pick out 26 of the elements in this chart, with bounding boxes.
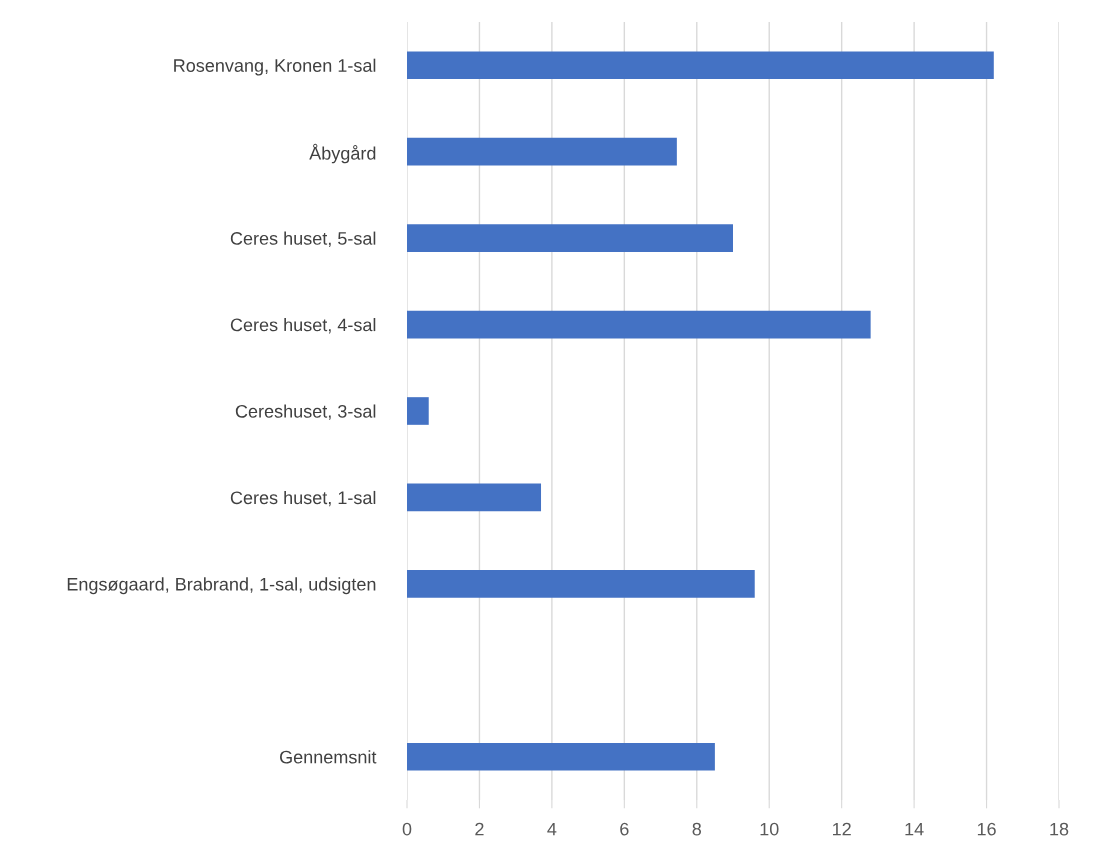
x-tick-label: 4	[547, 822, 557, 836]
bar	[407, 742, 715, 771]
x-tick-label: 10	[760, 822, 779, 836]
bar	[407, 51, 994, 80]
y-tick-label: Rosenvang, Kronen 1-sal	[174, 58, 376, 76]
y-tick-label: Åbygård	[309, 143, 376, 164]
x-tick-label: 2	[475, 822, 484, 836]
bar	[407, 397, 429, 425]
y-tick-label: Engsøgaard, Brabrand, 1-sal, udsigten	[67, 577, 376, 595]
x-tick-label: 6	[620, 822, 629, 836]
bar	[407, 224, 733, 252]
bar	[407, 137, 677, 166]
x-tick-label: 18	[1050, 822, 1069, 836]
y-tick-label: Ceres huset, 5-sal	[230, 231, 376, 247]
x-tick-label: 16	[977, 822, 996, 836]
x-tick-label: 14	[905, 822, 924, 836]
x-tick-label: 12	[833, 822, 851, 836]
y-tick-label: Gennemsnit	[280, 750, 377, 764]
x-tick-label: 8	[692, 822, 702, 836]
bar	[407, 570, 755, 598]
bar	[407, 310, 871, 339]
y-tick-label: Ceres huset, 1-sal	[230, 490, 376, 507]
x-tick-label: 0	[402, 822, 412, 836]
y-tick-label: Ceres huset, 4-sal	[230, 318, 376, 334]
y-tick-label: Cereshuset, 3-sal	[235, 404, 376, 420]
bar	[407, 483, 542, 512]
